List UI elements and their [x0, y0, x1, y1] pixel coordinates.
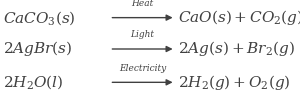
- Text: $2H_{2}O(l)$: $2H_{2}O(l)$: [3, 73, 63, 91]
- Text: Light: Light: [130, 30, 154, 39]
- Text: $2Ag(s) + Br_{2}(g)$: $2Ag(s) + Br_{2}(g)$: [178, 39, 296, 59]
- Text: $2H_{2}(g) + O_{2}(g)$: $2H_{2}(g) + O_{2}(g)$: [178, 73, 291, 92]
- Text: Heat: Heat: [131, 0, 154, 8]
- Text: $2AgBr(s)$: $2AgBr(s)$: [3, 39, 73, 59]
- Text: Electricity: Electricity: [119, 64, 166, 73]
- Text: $CaO(s) + CO_{2}(g)$: $CaO(s) + CO_{2}(g)$: [178, 8, 300, 27]
- Text: $CaCO_{3}(s)$: $CaCO_{3}(s)$: [3, 9, 76, 27]
